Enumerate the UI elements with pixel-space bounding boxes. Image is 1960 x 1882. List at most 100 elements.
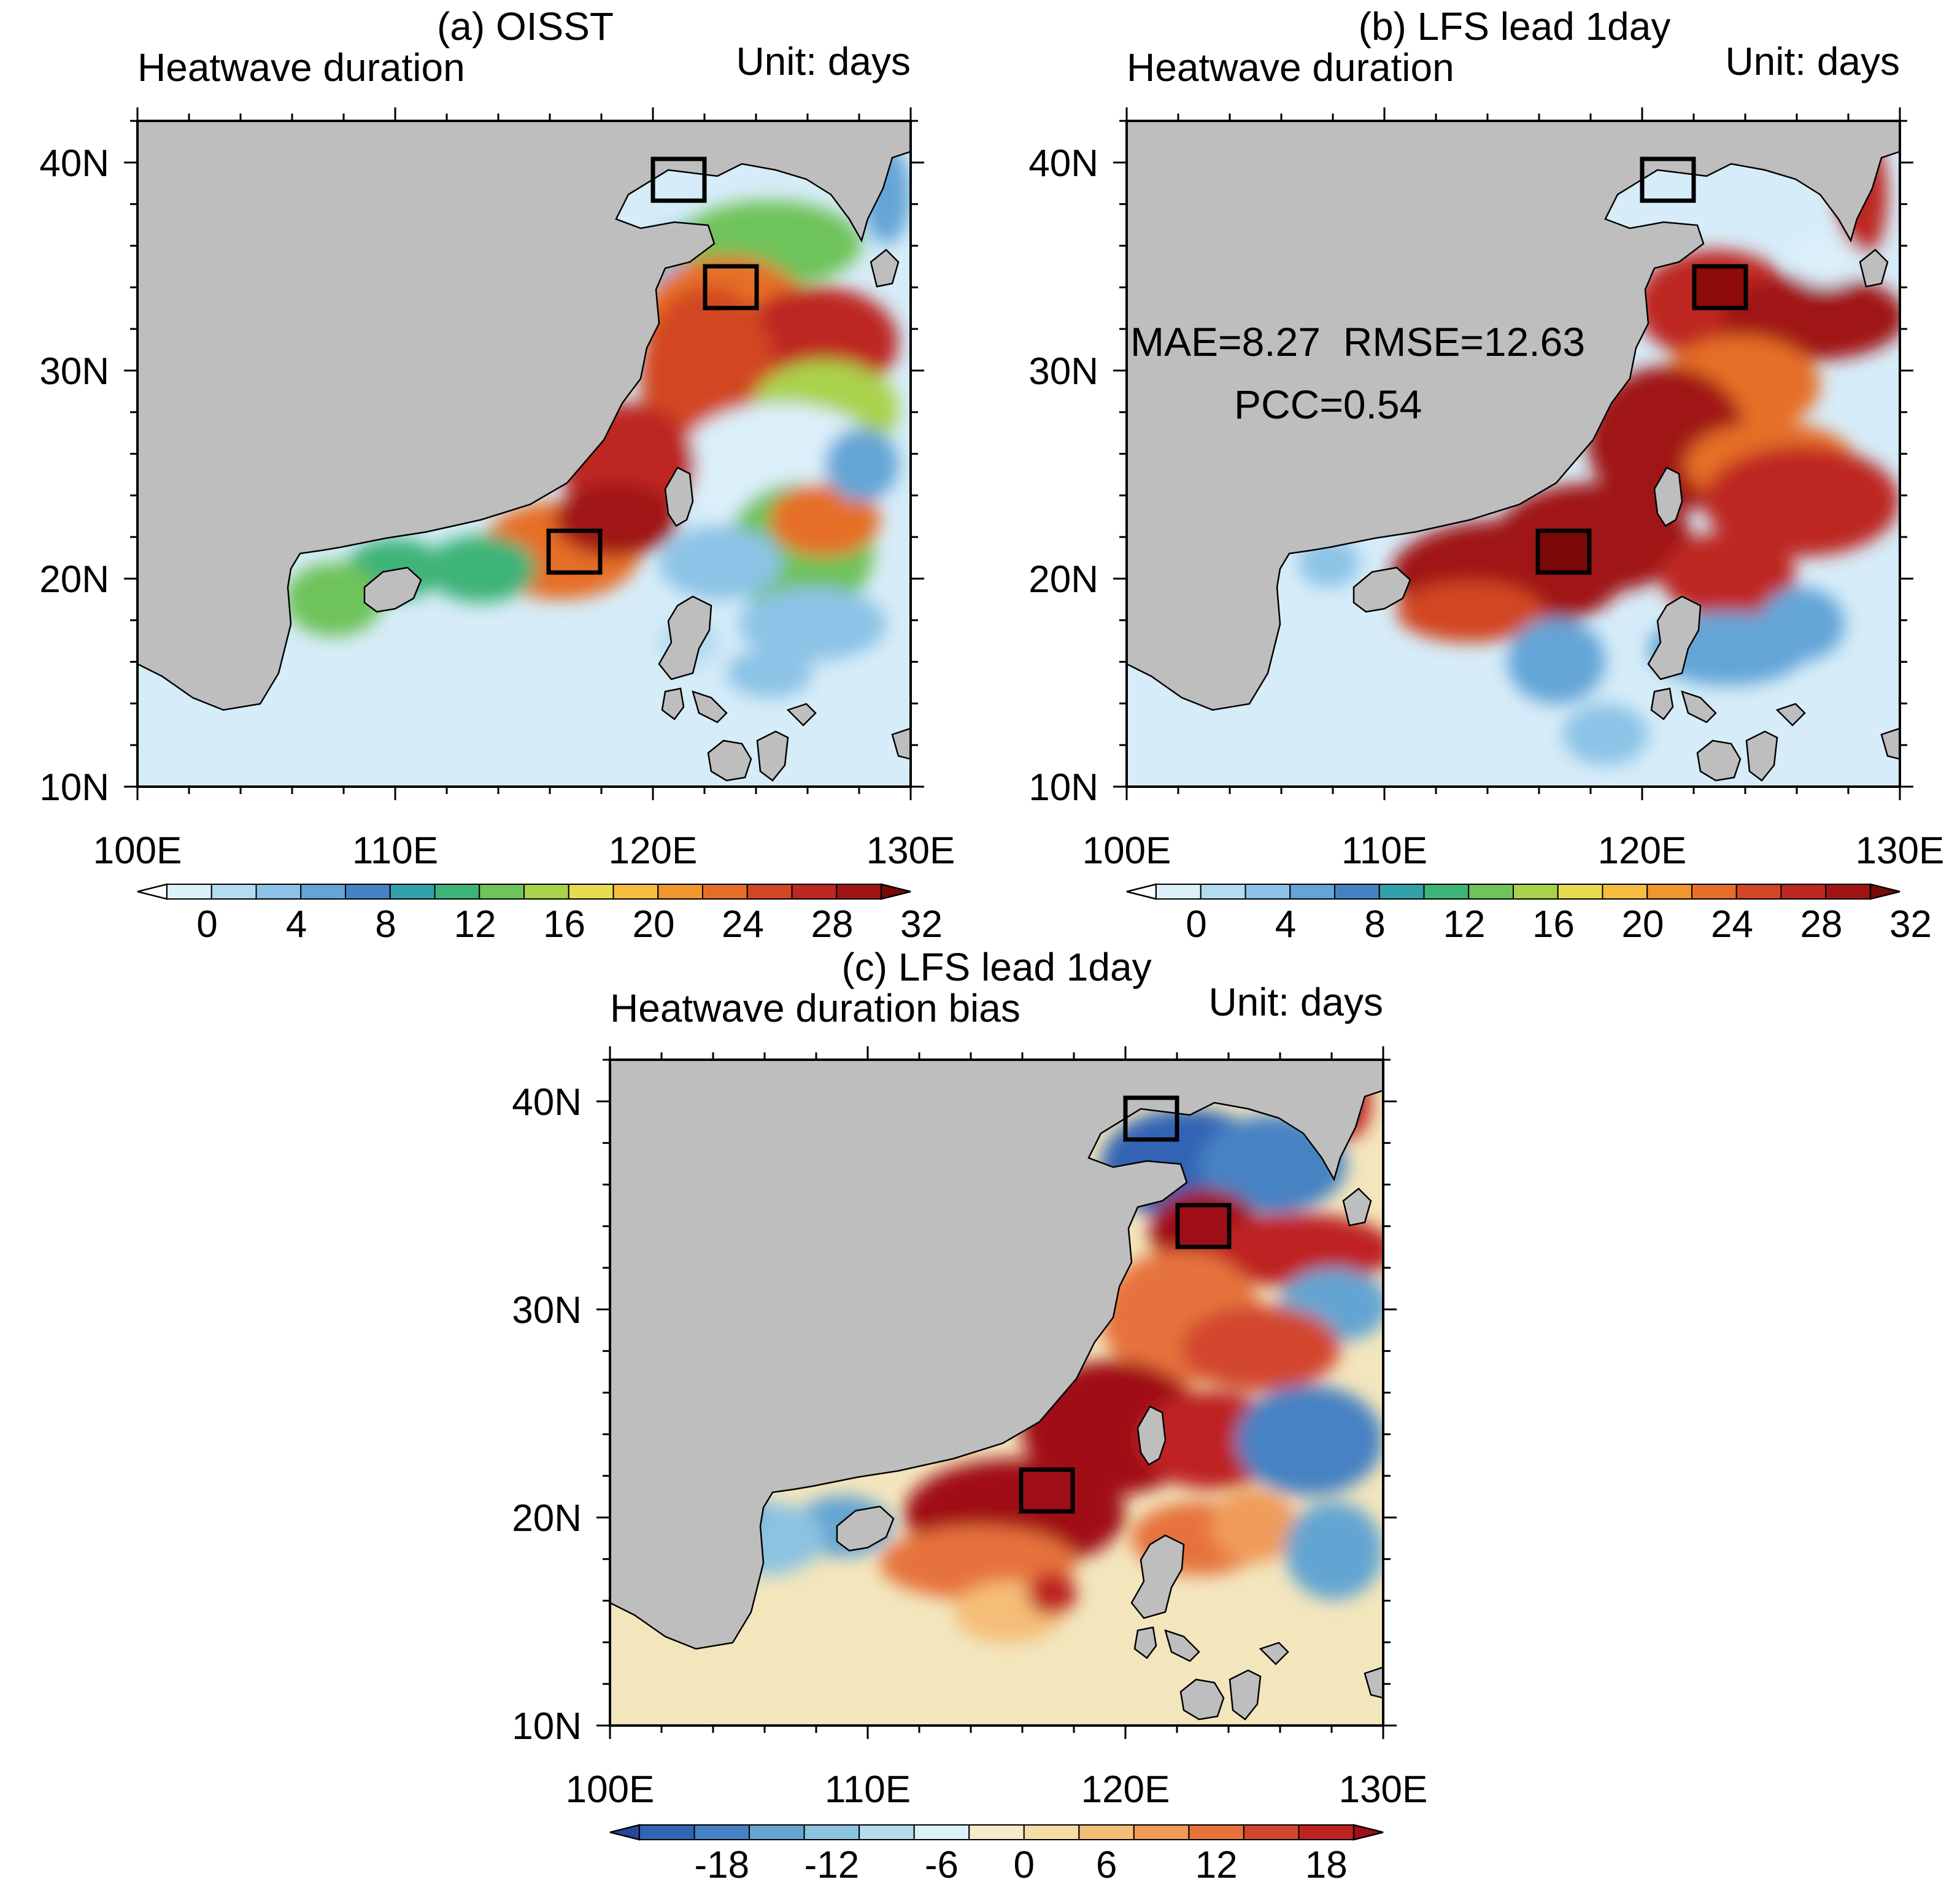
region-box-south	[1019, 1467, 1075, 1514]
colorbar-label: 20	[632, 903, 674, 946]
lat-label: 40N	[39, 142, 109, 185]
colorbar-label: 4	[286, 903, 307, 946]
colorbar-label: 0	[196, 903, 217, 946]
colorbar-box	[389, 884, 436, 900]
panel-c: 100E 110E 120E 130E 40N 30N 20N 10N	[512, 1046, 1427, 1811]
stats-line-2: PCC=0.54	[1234, 382, 1422, 427]
colorbar-box	[968, 1824, 1025, 1840]
stats-line-1: MAE=8.27 RMSE=12.63	[1130, 319, 1585, 364]
colorbar-min-triangle	[609, 1824, 641, 1841]
colorbar-label: 12	[453, 903, 496, 946]
colorbar-box	[1825, 884, 1871, 900]
colorbar-box	[1780, 884, 1827, 900]
colorbar-box	[568, 884, 614, 900]
map-c	[610, 1060, 1383, 1726]
panel-b: 100E 110E 120E 130E 40N 30N 20N 10N MAE=8.27 RM…	[1028, 107, 1944, 872]
colorbar-label: 24	[1711, 903, 1753, 946]
colorbar-box	[1557, 884, 1603, 900]
colorbar-box	[1378, 884, 1425, 900]
lon-label: 100E	[93, 830, 182, 872]
colorbar-box	[1513, 884, 1559, 900]
colorbar-box	[702, 884, 748, 900]
colorbar-box	[657, 884, 703, 900]
colorbar-label: 0	[1186, 903, 1206, 946]
colorbar-label: -18	[695, 1844, 750, 1882]
colorbar-box	[434, 884, 480, 900]
lon-label: 110E	[825, 1768, 911, 1811]
colorbar-box	[479, 884, 525, 900]
colorbar-box	[1289, 884, 1335, 900]
colorbar-box	[1334, 884, 1380, 900]
lat-label: 40N	[512, 1081, 582, 1124]
region-box-north	[1640, 156, 1696, 203]
colorbar-box	[523, 884, 569, 900]
ticks-a: 100E 110E 120E 130E 40N 30N 20N 10N	[39, 107, 955, 872]
colorbar-box	[255, 884, 302, 900]
colorbar-box	[1243, 1824, 1300, 1840]
title-a: (a) OISST	[437, 4, 614, 48]
colorbar-box	[300, 884, 346, 900]
colorbar-label: 0	[1014, 1844, 1035, 1882]
lon-label: 130E	[1856, 830, 1945, 872]
region-box-middle	[1175, 1203, 1232, 1249]
colorbar-label: 8	[1364, 903, 1385, 946]
lat-label: 30N	[1028, 350, 1098, 393]
colorbar-max-triangle	[1352, 1824, 1384, 1841]
title-c: (c) LFS lead 1day	[841, 945, 1151, 989]
lon-label: 110E	[1341, 830, 1427, 872]
region-box-middle	[703, 264, 759, 310]
colorbar-box	[1735, 884, 1782, 900]
colorbar-label: 6	[1096, 1844, 1117, 1882]
colorbar-label: -12	[804, 1844, 860, 1882]
heading-left-c: Heatwave duration bias	[610, 986, 1021, 1030]
colorbar-box	[836, 884, 882, 900]
colorbar-box	[1023, 1824, 1080, 1840]
lat-label: 30N	[39, 350, 109, 393]
colorbar-box	[345, 884, 391, 900]
lat-label: 40N	[1028, 142, 1098, 185]
colorbar-max-triangle	[880, 883, 911, 900]
colorbar-label: 12	[1195, 1844, 1238, 1882]
panel-a: 100E 110E 120E 130E 40N 30N 20N 10N	[39, 107, 955, 872]
colorbar-box	[210, 884, 257, 900]
colorbar-box	[1468, 884, 1514, 900]
lat-label: 10N	[512, 1705, 582, 1748]
colorbar-label: 18	[1305, 1844, 1348, 1882]
title-b: (b) LFS lead 1day	[1359, 4, 1671, 48]
colorbar-box	[693, 1824, 750, 1840]
colorbar-box	[1691, 884, 1737, 900]
unit-a: Unit: days	[736, 39, 911, 83]
heading-left-b: Heatwave duration	[1127, 45, 1454, 90]
map-b	[1127, 121, 1900, 787]
lon-label: 130E	[1339, 1768, 1428, 1811]
colorbar-box	[1244, 884, 1291, 900]
region-box-south	[546, 528, 603, 575]
colorbar-label: 28	[1800, 903, 1842, 946]
colorbar-box	[1602, 884, 1648, 900]
colorbar-box	[749, 1824, 805, 1840]
colorbar-box	[1156, 884, 1202, 900]
colorbar-box	[1646, 884, 1692, 900]
colorbar-box	[913, 1824, 970, 1840]
colorbar-label: 32	[900, 903, 943, 946]
region-box-south	[1535, 528, 1592, 575]
colorbar-label: 16	[1532, 903, 1575, 946]
colorbar-max-triangle	[1869, 883, 1900, 900]
colorbar-a: 0 4 8 12 16 20 24 28 32	[137, 883, 943, 946]
lon-label: 130E	[866, 830, 955, 872]
heading-left-a: Heatwave duration	[137, 45, 465, 90]
unit-c: Unit: days	[1208, 980, 1383, 1024]
colorbar-label: 32	[1889, 903, 1932, 946]
ticks-b: 100E 110E 120E 130E 40N 30N 20N 10N	[1028, 107, 1944, 872]
colorbar-label: 8	[375, 903, 396, 946]
region-box-north	[1123, 1095, 1179, 1142]
colorbar-box	[1133, 1824, 1190, 1840]
colorbar-label: 4	[1275, 903, 1296, 946]
colorbar-box	[612, 884, 659, 900]
region-box-middle	[1692, 264, 1748, 310]
colorbar-min-triangle	[137, 883, 168, 900]
lat-label: 30N	[512, 1289, 582, 1332]
colorbar-box	[791, 884, 838, 900]
lon-label: 120E	[1081, 1768, 1170, 1811]
colorbar-b: 0 4 8 12 16 20 24 28 32	[1126, 883, 1932, 946]
